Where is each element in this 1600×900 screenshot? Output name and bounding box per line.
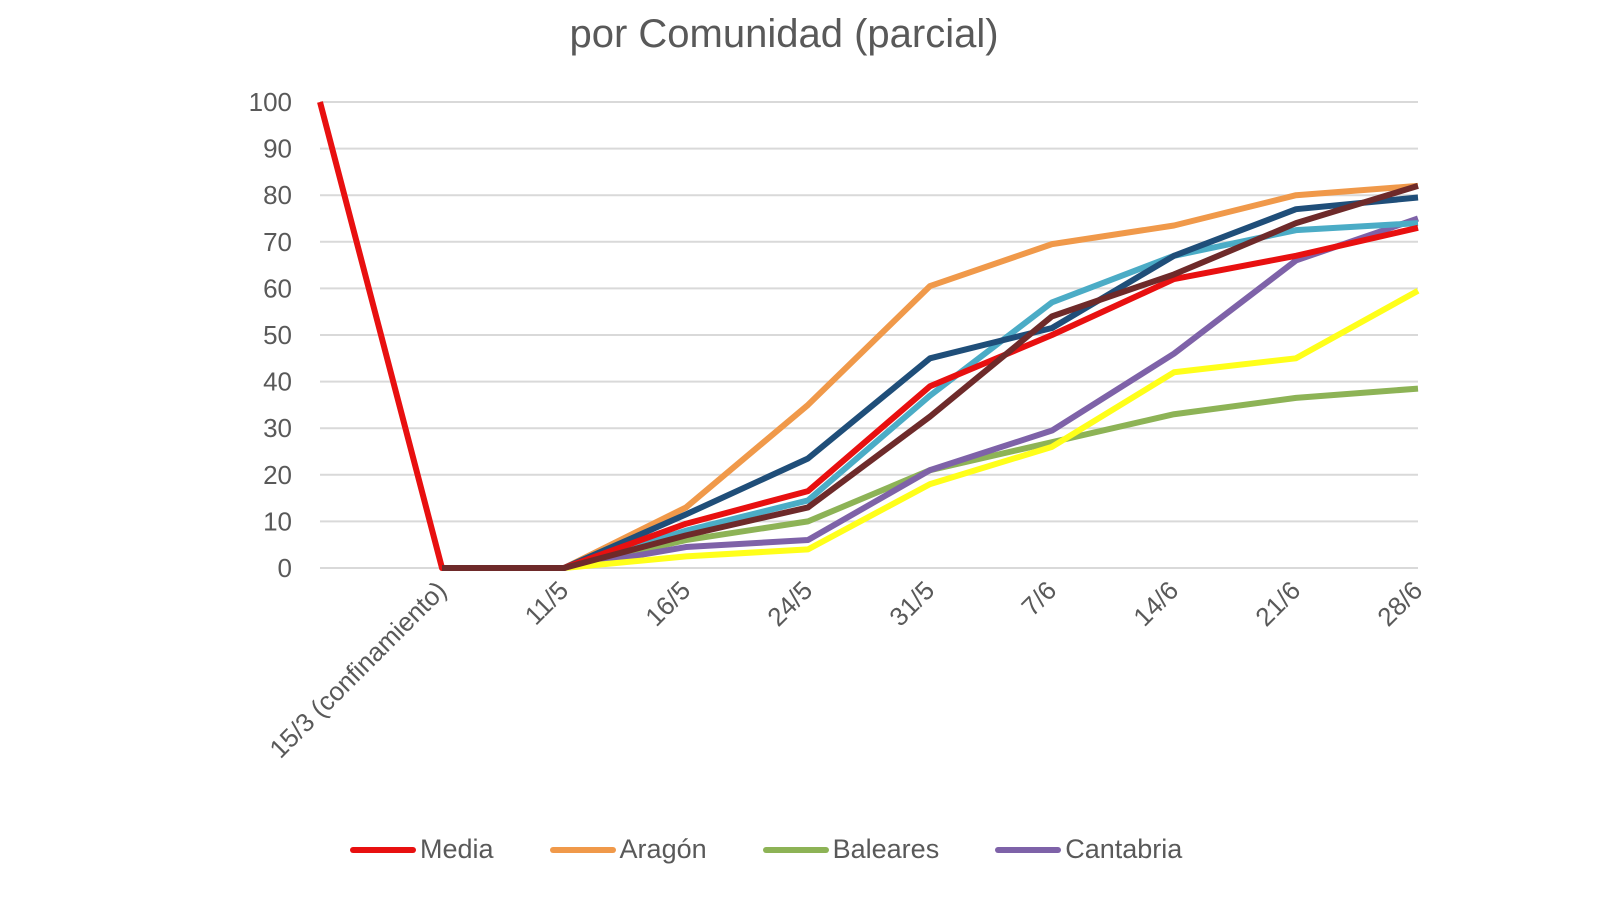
legend-swatch [549,846,616,853]
series-line-series-7 [442,183,1419,571]
x-tick-label: 14/6 [1127,575,1184,632]
y-tick-label: 100 [249,87,292,117]
x-tick-label: 15/3 (confinamiento) [263,575,452,764]
series-line-aragón [442,182,1419,571]
x-tick-label: 28/6 [1371,575,1428,632]
chart-title: por Comunidad (parcial) [569,12,999,56]
y-tick-label: 20 [263,460,292,490]
x-tick-label: 11/5 [519,575,575,631]
series-line-series-4 [442,288,1420,571]
y-tick-label: 10 [263,506,292,536]
legend-item: Media [350,834,494,865]
series-line-cantabria [442,215,1419,571]
legend: Media Aragón Baleares Cantabria [350,834,1182,865]
y-tick-label: 30 [263,413,292,443]
legend-swatch [762,846,829,853]
y-tick-label: 90 [263,134,292,164]
legend-label: Cantabria [1065,834,1183,864]
x-tick-label: 7/6 [1015,575,1062,622]
legend-label: Media [420,834,494,864]
y-tick-label: 60 [263,273,292,303]
y-tick-label: 50 [263,320,292,350]
legend-label: Baleares [832,834,940,864]
y-tick-label: 0 [278,553,292,583]
legend-swatch [995,846,1062,853]
x-tick-label: 16/5 [639,575,696,632]
legend-item: Aragón [549,834,707,865]
legend-item: Baleares [762,834,940,865]
x-tick-label: 24/5 [761,575,818,632]
y-tick-label: 70 [263,227,292,257]
legend-swatch [350,846,416,853]
x-tick-label: 21/6 [1249,575,1306,632]
x-tick-label: 31/5 [883,575,940,632]
legend-item: Cantabria [995,834,1182,865]
legend-label: Aragón [619,834,707,864]
y-tick-label: 40 [263,367,292,397]
series-line-series-5 [442,220,1419,571]
series-line-series-6 [442,194,1419,571]
y-tick-label: 80 [263,180,292,210]
